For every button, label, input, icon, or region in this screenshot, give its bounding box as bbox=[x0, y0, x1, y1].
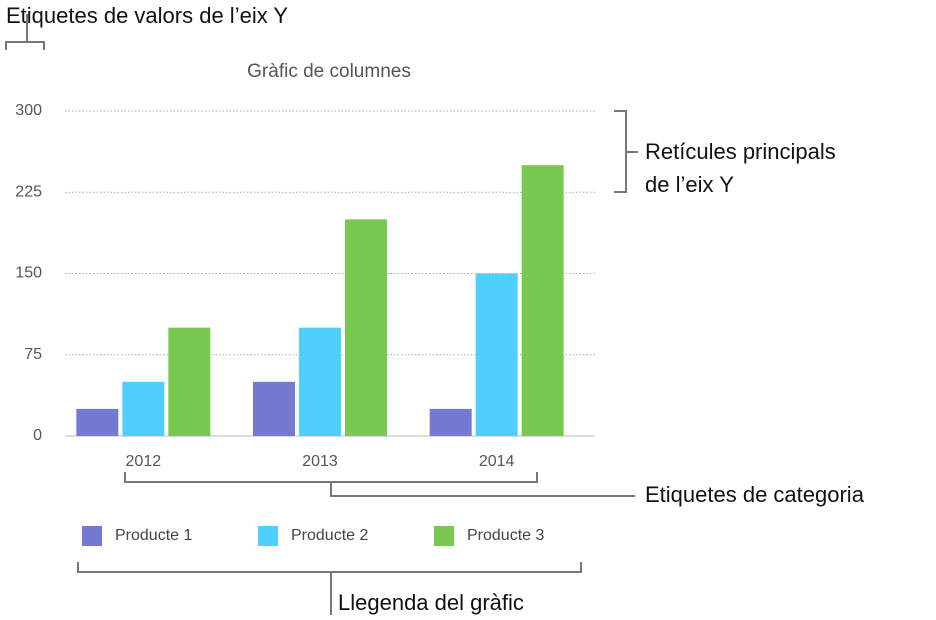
bar bbox=[168, 327, 211, 436]
y-tick-label: 0 bbox=[33, 427, 42, 444]
y-tick-label: 300 bbox=[15, 102, 42, 119]
bracket bbox=[5, 14, 45, 50]
bracket bbox=[77, 562, 582, 615]
bar bbox=[253, 381, 295, 436]
annotation: Llegenda del gràfic bbox=[338, 590, 524, 615]
annotation: Etiquetes de valors de l’eix Y bbox=[6, 3, 288, 28]
legend-swatch bbox=[434, 526, 454, 546]
legend-label: Producte 3 bbox=[467, 527, 544, 544]
chart-title: Gràfic de columnes bbox=[247, 61, 411, 82]
bracket bbox=[124, 472, 635, 497]
bar bbox=[475, 273, 518, 436]
y-tick-label: 75 bbox=[24, 346, 42, 363]
bar bbox=[122, 381, 165, 436]
bar bbox=[345, 219, 387, 436]
x-tick-label: 2014 bbox=[479, 453, 515, 470]
bar bbox=[429, 408, 472, 436]
x-tick-label: 2012 bbox=[126, 453, 162, 470]
legend-label: Producte 1 bbox=[115, 527, 192, 544]
annotation: Retícules principals bbox=[645, 139, 836, 164]
x-tick-label: 2013 bbox=[302, 453, 338, 470]
y-tick-label: 150 bbox=[15, 265, 42, 282]
bar bbox=[76, 408, 119, 436]
legend-swatch bbox=[258, 526, 278, 546]
legend-label: Producte 2 bbox=[291, 527, 368, 544]
bracket bbox=[614, 110, 638, 193]
bar bbox=[521, 165, 564, 436]
legend-swatch bbox=[82, 526, 102, 546]
annotation: de l’eix Y bbox=[645, 172, 734, 197]
bar bbox=[299, 327, 341, 436]
annotation: Etiquetes de categoria bbox=[645, 482, 865, 507]
y-tick-label: 225 bbox=[15, 183, 42, 200]
